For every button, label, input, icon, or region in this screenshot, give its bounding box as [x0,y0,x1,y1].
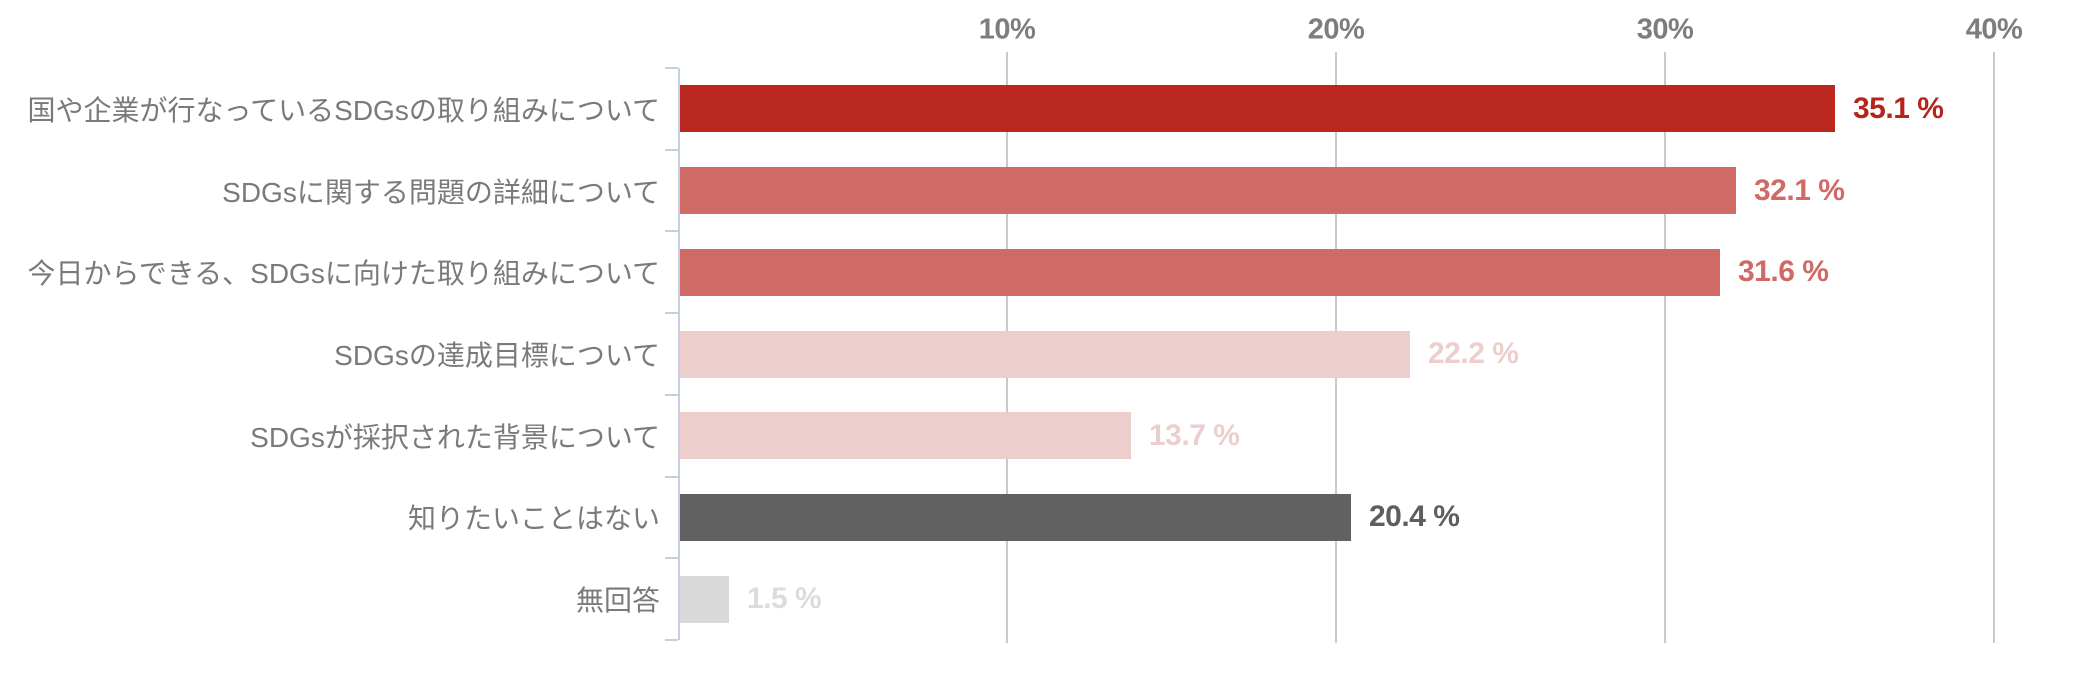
value-label: 35.1 % [1853,91,1944,125]
y-axis-tick [665,393,678,396]
bar [680,330,1410,378]
y-axis-tick [665,639,678,641]
bar [680,575,729,623]
bar [680,493,1351,541]
bar [680,85,1835,133]
x-axis-tick-label: 10% [978,13,1036,46]
category-label: 知りたいことはない [407,503,660,535]
category-label: 今日からできる、SDGsに向けた取り組みについて [27,258,660,290]
x-axis-tick-label: 20% [1307,13,1365,46]
x-gridline [1993,52,1995,643]
bar [680,248,1720,296]
value-label: 13.7 % [1149,418,1240,452]
y-axis-line [678,68,680,640]
value-label: 22.2 % [1428,337,1519,370]
value-label: 31.6 % [1738,255,1829,289]
y-axis-tick [665,475,678,478]
category-label: 国や企業が行なっているSDGsの取り組みについて [27,94,660,126]
bar [680,167,1736,215]
value-label: 1.5 % [747,582,822,616]
category-label: SDGsが採択された背景について [250,421,660,453]
y-axis-tick [665,230,678,233]
x-axis-tick-label: 30% [1636,13,1694,46]
bar [680,412,1131,460]
x-axis-tick-label: 40% [1965,13,2023,46]
y-axis-tick [665,67,678,69]
y-axis-tick [665,557,678,560]
value-label: 32.1 % [1754,173,1845,207]
y-axis-tick [665,148,678,151]
category-label: SDGsの達成目標について [334,340,660,371]
x-gridline [1664,52,1666,643]
y-axis-tick [665,312,678,315]
category-label: SDGsに関する問題の詳細について [222,176,660,208]
category-label: 無回答 [575,585,660,617]
value-label: 20.4 % [1369,500,1460,534]
